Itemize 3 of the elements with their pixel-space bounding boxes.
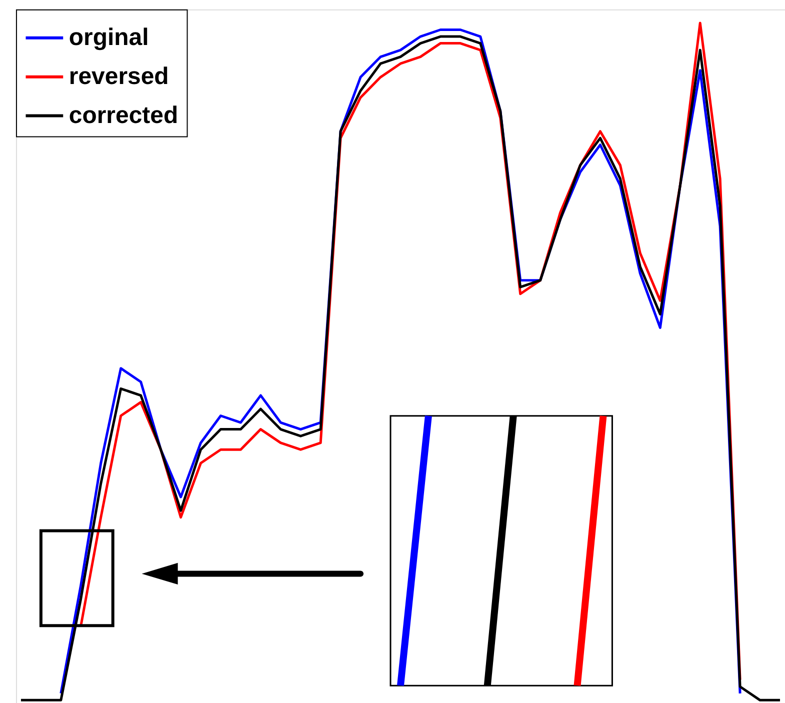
legend-label: orginal <box>68 24 149 51</box>
legend-label: corrected <box>68 102 178 129</box>
legend-label: reversed <box>68 62 169 90</box>
